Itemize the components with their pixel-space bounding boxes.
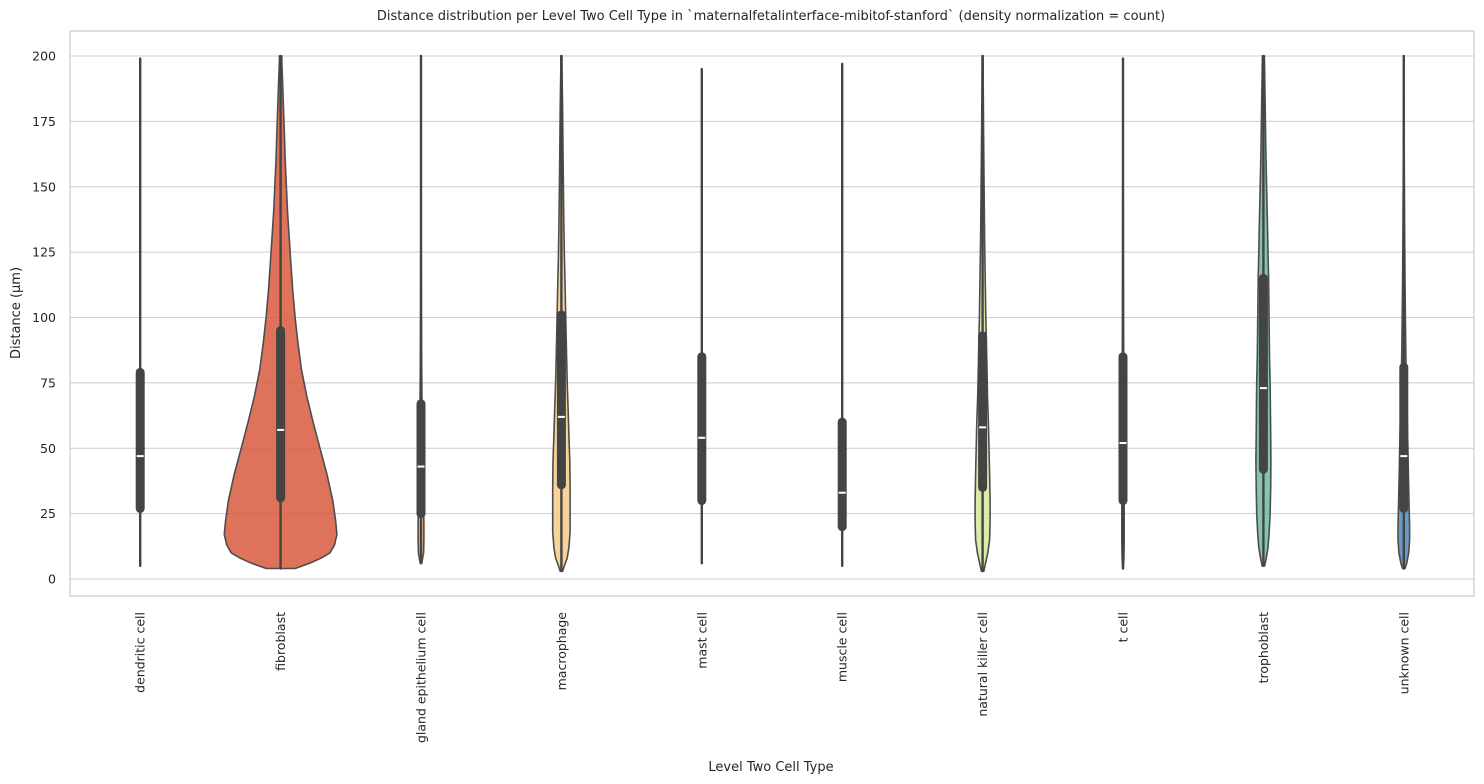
- y-tick-label: 50: [40, 441, 56, 456]
- x-tick-label: fibroblast: [273, 612, 288, 671]
- x-tick-label: gland epithelium cell: [414, 612, 429, 743]
- y-tick-label: 150: [32, 179, 56, 194]
- y-tick-label: 175: [32, 114, 56, 129]
- y-tick-label: 25: [40, 506, 56, 521]
- y-axis-label: Distance (µm): [9, 267, 24, 359]
- x-tick-label: muscle cell: [835, 612, 850, 682]
- x-tick-labels: dendritic cell fibroblast gland epithelium…: [133, 612, 1412, 743]
- x-tick-label: dendritic cell: [133, 612, 148, 693]
- y-tick-label: 100: [32, 310, 56, 325]
- x-tick-label: mast cell: [694, 612, 709, 669]
- x-tick-label: trophoblast: [1256, 612, 1271, 683]
- y-tick-label: 75: [40, 375, 56, 390]
- chart-title: Distance distribution per Level Two Cell…: [377, 9, 1165, 24]
- x-tick-label: macrophage: [554, 612, 569, 691]
- x-tick-label: natural killer cell: [975, 612, 990, 717]
- y-tick-label: 200: [32, 49, 56, 64]
- x-tick-label: t cell: [1116, 612, 1131, 642]
- box-plots: [135, 54, 1409, 573]
- violins: [223, 55, 1411, 572]
- y-tick-label: 125: [32, 245, 56, 260]
- y-tick-labels: 0 25 50 75 100 125 150 175 200: [32, 49, 56, 587]
- x-tick-label: unknown cell: [1396, 612, 1411, 694]
- x-axis-label: Level Two Cell Type: [708, 760, 833, 775]
- plot-frame: [69, 30, 1475, 597]
- y-tick-label: 0: [48, 572, 56, 587]
